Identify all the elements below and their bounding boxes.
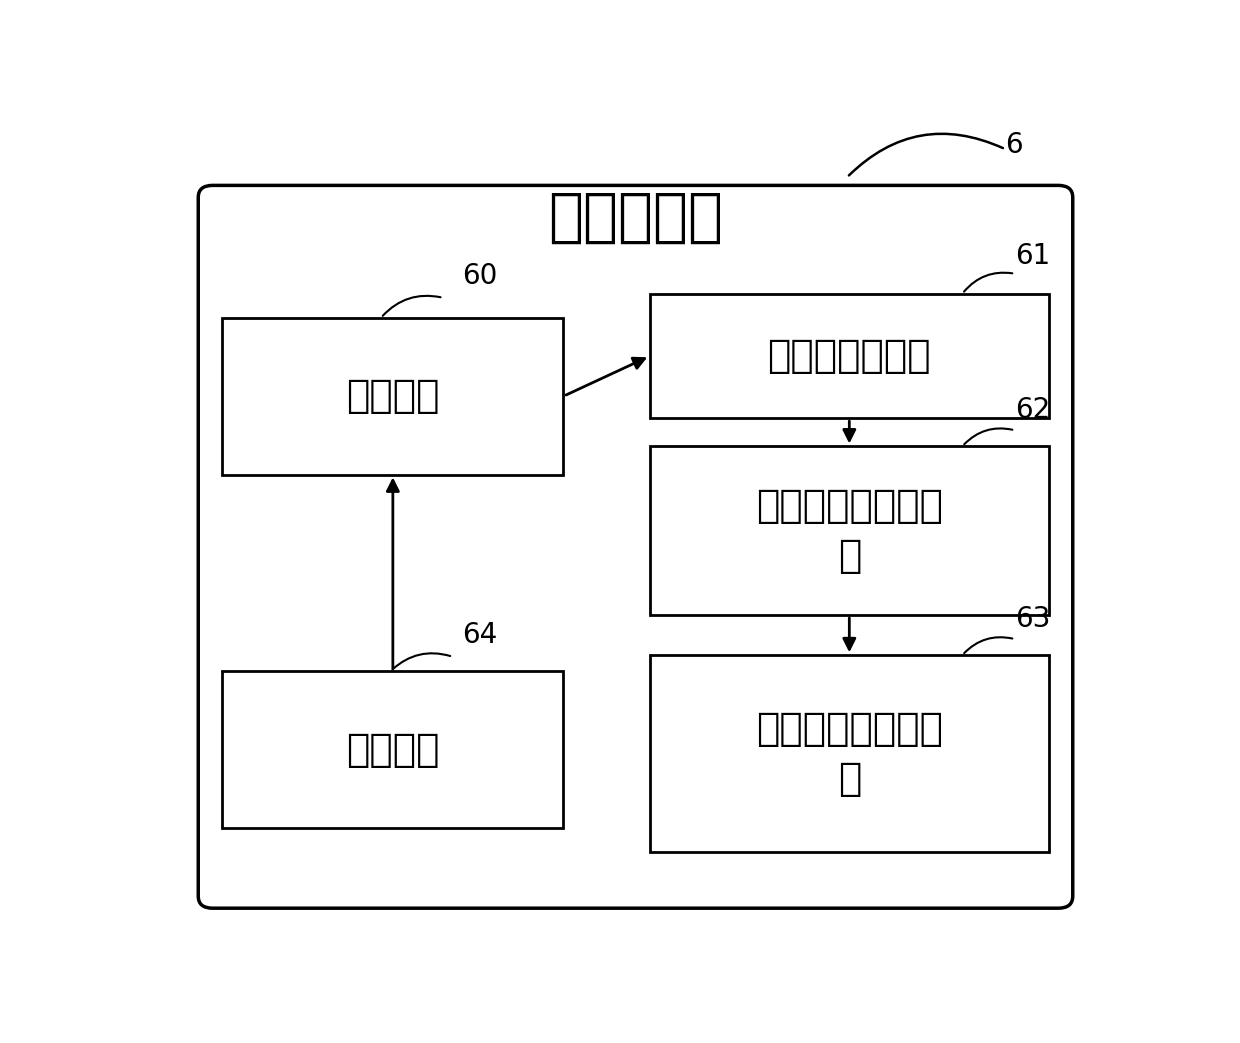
Text: 充放电时间计算单
元: 充放电时间计算单 元 bbox=[756, 487, 942, 575]
Text: 6: 6 bbox=[1006, 131, 1023, 160]
Text: 60: 60 bbox=[463, 262, 498, 290]
Bar bbox=[222, 318, 563, 475]
Text: 设置单元: 设置单元 bbox=[346, 730, 440, 769]
Bar bbox=[650, 294, 1049, 418]
Text: 63: 63 bbox=[1016, 605, 1050, 633]
FancyBboxPatch shape bbox=[198, 186, 1073, 908]
Text: 61: 61 bbox=[1016, 242, 1050, 270]
Bar bbox=[222, 672, 563, 828]
Text: 充放电指令生成单
元: 充放电指令生成单 元 bbox=[756, 709, 942, 798]
Text: 充放电判断单元: 充放电判断单元 bbox=[768, 337, 931, 375]
Text: 微处理单元: 微处理单元 bbox=[548, 189, 723, 246]
Text: 存储单元: 存储单元 bbox=[346, 378, 440, 415]
Text: 64: 64 bbox=[463, 621, 497, 649]
Bar bbox=[650, 655, 1049, 852]
Bar bbox=[650, 446, 1049, 615]
Text: 62: 62 bbox=[1016, 396, 1050, 423]
